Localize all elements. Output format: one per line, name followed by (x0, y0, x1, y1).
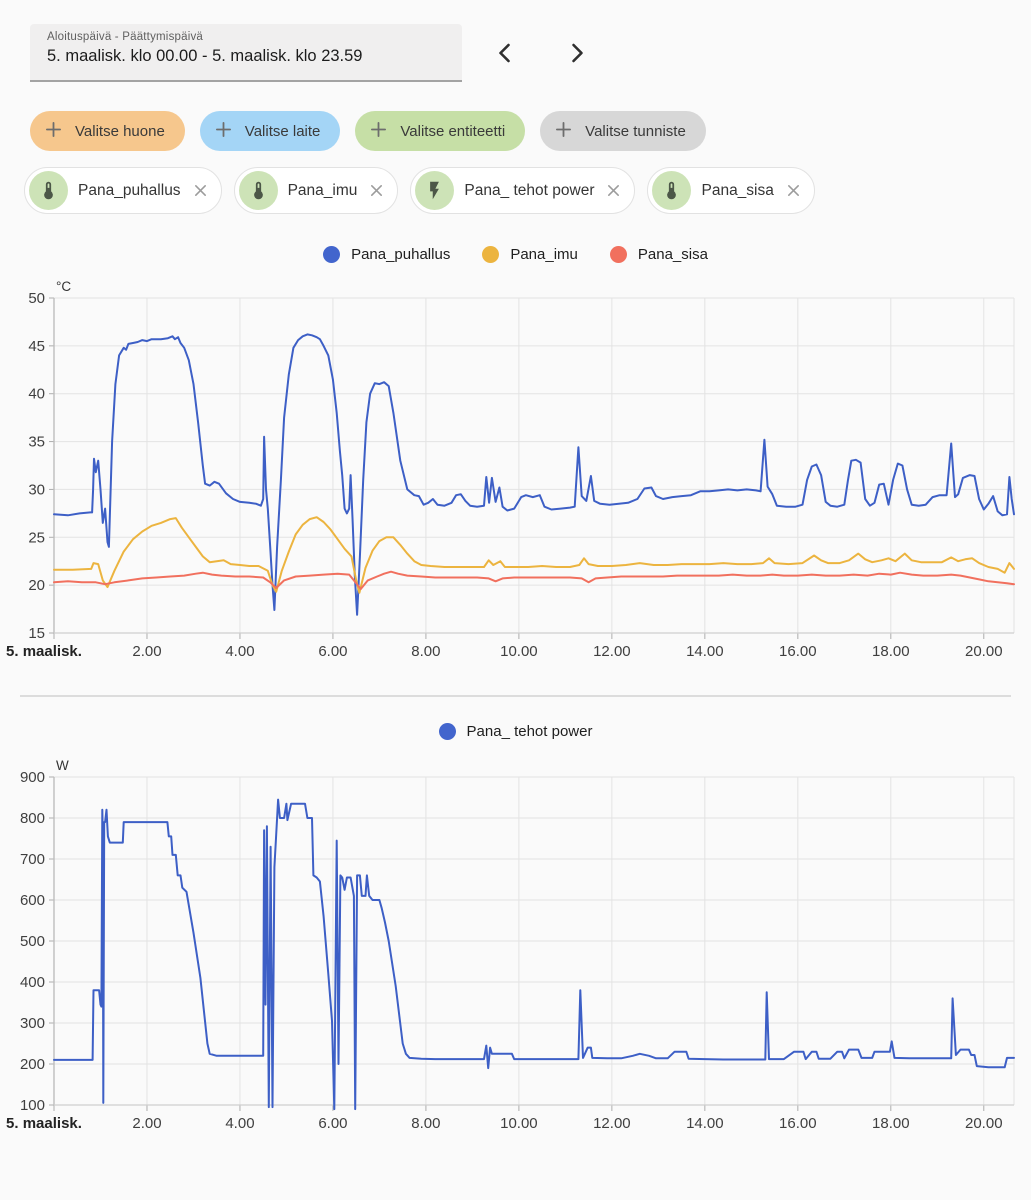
x-axis-label: 5. maalisk. (6, 643, 82, 660)
x-axis-label: 20.00 (965, 643, 1003, 660)
y-axis-label: 700 (20, 851, 45, 868)
x-axis-label: 4.00 (225, 1115, 254, 1132)
filter-chip-device[interactable]: Valitse laite (199, 111, 341, 151)
entity-chip-row: Pana_puhallus Pana_imu Pana_ tehot power… (24, 167, 815, 214)
filter-chip-entity[interactable]: Valitse entiteetti (355, 111, 526, 151)
y-axis-label: 35 (28, 434, 45, 451)
y-axis-label: 100 (20, 1097, 45, 1114)
x-axis-label: 6.00 (318, 643, 347, 660)
legend-label: Pana_imu (510, 246, 578, 263)
lightning-bolt-icon (415, 171, 455, 210)
power-chart: 100 200 300 400 500 600 700 800 900 5. maalisk. 2.… (6, 758, 1015, 1132)
y-axis-label: 50 (28, 290, 45, 307)
legend-label: Pana_puhallus (351, 246, 451, 263)
entity-chip-label: Pana_sisa (701, 181, 774, 199)
x-axis-label: 16.00 (779, 643, 817, 660)
y-axis-label: 800 (20, 810, 45, 827)
entity-chip-pana-sisa[interactable]: Pana_sisa (647, 167, 815, 214)
date-range-label: Aloituspäivä - Päättymispäivä (47, 31, 204, 43)
thermometer-icon (29, 171, 68, 210)
date-range-value: 5. maalisk. klo 00.00 - 5. maalisk. klo … (47, 47, 363, 65)
thermometer-icon (238, 171, 278, 210)
legend-label: Pana_ tehot power (466, 723, 593, 740)
x-axis-label: 8.00 (411, 1115, 440, 1132)
x-axis-label: 8.00 (411, 643, 440, 660)
x-axis-label: 2.00 (132, 1115, 161, 1132)
series-line-pana-sisa (53, 570, 1015, 590)
chevron-left-icon (497, 42, 512, 67)
x-axis-label: 10.00 (500, 643, 538, 660)
close-icon[interactable] (369, 183, 384, 198)
prev-period-button[interactable] (486, 36, 522, 72)
x-axis-label: 4.00 (225, 643, 254, 660)
x-axis-label: 2.00 (132, 643, 161, 660)
x-axis-label: 14.00 (686, 1115, 724, 1132)
filter-chip-label: Valitse entiteetti (400, 122, 506, 140)
y-axis-label: 500 (20, 933, 45, 950)
x-axis-label: 6.00 (318, 1115, 347, 1132)
series-line-pana-tehot-power (53, 798, 1015, 1111)
plus-icon (45, 121, 62, 142)
y-axis-label: 200 (20, 1056, 45, 1073)
axis-unit-label: W (56, 758, 69, 773)
temperature-chart-legend: Pana_puhallus Pana_imu Pana_sisa (0, 246, 1031, 263)
x-axis-label: 5. maalisk. (6, 1115, 82, 1132)
y-axis-label: 900 (20, 769, 45, 786)
y-axis-label: 20 (28, 577, 45, 594)
y-axis-label: 600 (20, 892, 45, 909)
x-axis-label: 12.00 (593, 1115, 631, 1132)
legend-item[interactable]: Pana_sisa (609, 246, 708, 263)
y-axis-label: 15 (28, 625, 45, 642)
y-axis-label: 30 (28, 481, 45, 498)
x-axis-label: 12.00 (593, 643, 631, 660)
next-period-button[interactable] (559, 36, 595, 72)
legend-item[interactable]: Pana_imu (482, 246, 578, 263)
legend-dot (323, 246, 341, 263)
thermometer-icon (652, 171, 692, 210)
x-axis-label: 18.00 (872, 1115, 910, 1132)
y-axis-label: 300 (20, 1015, 45, 1032)
x-axis-label: 10.00 (500, 1115, 538, 1132)
series-line-pana-imu (53, 516, 1015, 594)
entity-chip-label: Pana_imu (287, 181, 358, 199)
legend-item[interactable]: Pana_puhallus (323, 246, 450, 263)
filter-chip-label: Valitse huone (75, 122, 165, 140)
legend-dot (609, 246, 627, 263)
legend-dot (438, 723, 456, 740)
series-line-pana-puhallus (53, 333, 1015, 616)
x-axis-label: 20.00 (965, 1115, 1003, 1132)
plus-icon (555, 121, 572, 142)
filter-chip-label: Valitse tunniste (585, 122, 686, 140)
y-axis-label: 400 (20, 974, 45, 991)
filter-chip-label: Valitse laite (244, 122, 321, 140)
axis-unit-label: °C (56, 280, 71, 294)
x-axis-label: 16.00 (779, 1115, 817, 1132)
entity-chip-pana-tehot-power[interactable]: Pana_ tehot power (410, 167, 636, 214)
date-range-field[interactable]: Aloituspäivä - Päättymispäivä 5. maalisk… (30, 24, 462, 82)
close-icon[interactable] (193, 183, 208, 198)
y-axis-label: 45 (28, 338, 45, 355)
entity-chip-label: Pana_ tehot power (464, 181, 595, 199)
y-axis-label: 25 (28, 529, 45, 546)
filter-chip-label-tag[interactable]: Valitse tunniste (540, 111, 706, 151)
entity-chip-pana-puhallus[interactable]: Pana_puhallus (24, 167, 222, 214)
y-axis-label: 40 (28, 386, 45, 403)
plus-icon (215, 121, 232, 142)
temperature-chart: 15 20 25 30 35 40 45 50 5. maalisk. 2.00 4.00 6.00 8… (6, 280, 1015, 660)
legend-dot (482, 246, 500, 263)
close-icon[interactable] (786, 183, 801, 198)
legend-item[interactable]: Pana_ tehot power (438, 723, 593, 740)
chevron-right-icon (570, 42, 585, 67)
x-axis-label: 18.00 (872, 643, 910, 660)
plus-icon (370, 121, 387, 142)
filter-chip-row: Valitse huone Valitse laite Valitse enti… (30, 111, 706, 151)
x-axis-label: 14.00 (686, 643, 724, 660)
entity-chip-pana-imu[interactable]: Pana_imu (233, 167, 399, 214)
close-icon[interactable] (606, 183, 621, 198)
filter-chip-room[interactable]: Valitse huone (30, 111, 185, 151)
entity-chip-label: Pana_puhallus (78, 181, 181, 199)
legend-label: Pana_sisa (637, 246, 708, 263)
power-chart-legend: Pana_ tehot power (0, 723, 1031, 740)
section-divider (20, 695, 1011, 697)
